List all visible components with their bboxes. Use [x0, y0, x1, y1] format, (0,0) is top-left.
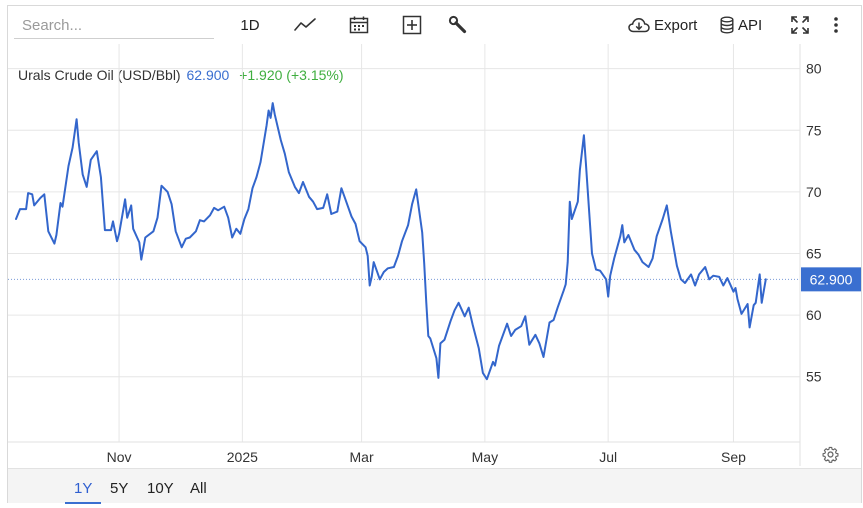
calendar-icon — [349, 16, 369, 34]
database-icon — [720, 16, 734, 34]
interval-selector[interactable]: 1D — [236, 10, 264, 40]
add-icon — [402, 15, 422, 35]
interval-label: 1D — [240, 16, 260, 34]
cloud-download-icon — [628, 18, 650, 33]
active-range-indicator — [65, 502, 101, 504]
line-chart-icon — [294, 18, 316, 31]
more-vertical-icon — [834, 17, 838, 33]
search-input[interactable] — [14, 13, 214, 39]
chart-settings-button[interactable] — [822, 446, 839, 468]
api-button[interactable]: API — [720, 10, 766, 40]
range-10y[interactable]: 10Y — [147, 480, 174, 497]
more-options-button[interactable] — [826, 10, 846, 40]
legend-change: +1.920 (+3.15%) — [239, 67, 344, 83]
api-label: API — [738, 16, 763, 34]
wrench-icon — [448, 15, 467, 34]
range-all[interactable]: All — [190, 480, 207, 497]
indicators-button[interactable] — [446, 10, 470, 40]
range-1y[interactable]: 1Y — [74, 480, 93, 497]
range-5y[interactable]: 5Y — [110, 480, 129, 497]
legend-last-value: 62.900 — [186, 67, 230, 83]
chart-type-button[interactable] — [292, 10, 318, 40]
legend-series-name: Urals Crude Oil (USD/Bbl) — [18, 67, 181, 83]
export-button[interactable]: Export — [628, 10, 700, 40]
gear-icon — [822, 446, 839, 463]
fullscreen-icon — [791, 16, 809, 34]
chart-legend: Urals Crude Oil (USD/Bbl) 62.900 +1.920 … — [18, 67, 344, 83]
compare-button[interactable] — [400, 10, 424, 40]
date-range-button[interactable] — [347, 10, 371, 40]
fullscreen-button[interactable] — [788, 10, 812, 40]
range-bar: 1Y 5Y 10Y All — [8, 468, 861, 504]
export-label: Export — [654, 16, 698, 34]
